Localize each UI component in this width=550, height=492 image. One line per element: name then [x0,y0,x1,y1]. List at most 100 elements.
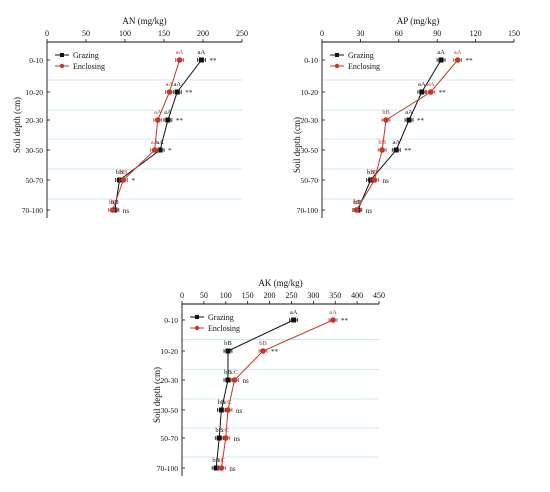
x-tick-label: 200 [264,291,276,300]
legend-label-grazing: Grazing [73,51,99,60]
significance-letter: bB [378,139,386,146]
y-tick-label: 70-100 [22,206,43,215]
data-point-enclosing [109,207,116,213]
chart-title: AN (mg/kg) [122,16,166,26]
data-point-enclosing [353,207,360,213]
data-point-enclosing [176,57,183,63]
x-tick-label: 400 [351,291,363,300]
y-tick-label: 70-100 [157,464,178,473]
significance-marker: ns [382,177,389,185]
data-point-enclosing [222,435,229,441]
x-tick-label: 30 [356,29,364,38]
x-tick-label: 250 [236,29,248,38]
significance-marker: * [131,177,135,185]
significance-letter: bB [224,340,232,347]
data-point-enclosing [330,317,336,323]
x-tick-label: 250 [285,291,297,300]
significance-letter: bB [353,199,361,206]
legend-marker [194,325,200,331]
data-point-enclosing [428,89,434,95]
significance-letter: bB [212,457,220,464]
data-point-enclosing [371,177,378,183]
significance-letter: bB [109,199,117,206]
x-tick-label: 60 [395,29,403,38]
y-tick-label: 20-30 [301,116,319,125]
data-point-enclosing [166,89,173,95]
data-point-grazing [291,317,297,323]
significance-marker: ** [404,147,412,155]
significance-letter: aA [392,139,400,146]
significance-marker: ns [234,435,241,443]
y-tick-label: 0-10 [304,56,318,65]
significance-letter: cC [231,369,238,376]
significance-marker: ns [123,207,130,215]
significance-letter: aA [156,139,164,146]
significance-letter: aA [176,49,184,56]
x-tick-label: 50 [82,29,90,38]
significance-marker: ** [209,57,217,65]
series-line-enclosing [112,59,181,211]
x-tick-label: 300 [307,291,319,300]
data-point-grazing [198,57,204,63]
significance-letter: bB [215,427,223,434]
data-point-grazing [213,465,219,471]
significance-letter: bB [354,199,362,206]
y-tick-label: 30-50 [161,406,179,415]
significance-marker: ** [341,317,349,325]
series-line-grazing [357,59,442,211]
legend-label-enclosing: Enclosing [348,62,380,71]
y-tick-label: 20-30 [161,376,179,385]
significance-letter: bB [367,169,375,176]
significance-marker: ns [236,407,243,415]
data-point-grazing [419,89,425,95]
data-point-grazing [406,117,412,123]
significance-letter: aA [154,109,162,116]
significance-marker: * [168,147,172,155]
data-point-enclosing [120,177,127,183]
y-axis-label: Soil depth (cm) [152,367,162,423]
significance-letter: aA [173,81,181,88]
y-tick-label: 20-30 [26,116,44,125]
y-axis-label: Soil depth (cm) [12,97,22,153]
data-point-enclosing [231,377,238,383]
significance-marker: ** [417,117,425,125]
y-tick-label: 0-10 [29,56,43,65]
significance-letter: aA [166,81,174,88]
legend-marker [59,63,65,69]
data-point-enclosing [218,465,225,471]
data-point-grazing [438,57,444,63]
x-tick-label: 200 [197,29,209,38]
legend-marker [334,63,340,69]
x-tick-label: 100 [220,291,232,300]
significance-marker: ** [271,348,279,356]
significance-marker: ** [176,117,184,125]
significance-letter: aA [198,49,206,56]
significance-letter: bB [116,169,124,176]
y-tick-label: 50-70 [26,176,44,185]
data-point-grazing [165,117,171,123]
y-axis-label: Soil depth (cm) [292,117,302,173]
x-tick-label: 350 [329,291,341,300]
data-point-enclosing [151,147,158,153]
significance-marker: ** [439,89,447,97]
series-line-enclosing [356,59,459,211]
y-tick-label: 70-100 [297,206,318,215]
significance-marker: ns [229,465,236,473]
significance-letter: bB [371,169,379,176]
legend-label-enclosing: Enclosing [73,62,105,71]
y-tick-label: 50-70 [301,176,319,185]
data-point-grazing [157,147,163,153]
data-point-grazing [216,435,222,441]
significance-letter: bB [259,340,267,347]
y-tick-label: 0-10 [164,316,178,325]
significance-letter: aA [454,49,462,56]
significance-letter: bB [382,109,390,116]
y-tick-label: 50-70 [161,434,179,443]
data-point-enclosing [225,407,231,413]
legend-label-enclosing: Enclosing [208,324,240,333]
y-tick-label: 30-50 [26,146,44,155]
significance-letter: aA [427,81,435,88]
significance-letter: aA [151,139,159,146]
y-tick-label: 10-20 [301,88,319,97]
